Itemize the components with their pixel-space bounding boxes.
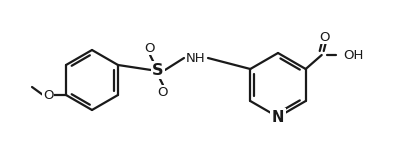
Text: S: S [152, 63, 163, 77]
Text: NH: NH [186, 51, 205, 65]
Text: N: N [271, 109, 284, 124]
Text: O: O [144, 41, 155, 55]
Text: O: O [319, 30, 329, 43]
Text: O: O [43, 89, 53, 101]
Text: OH: OH [343, 49, 363, 61]
Text: O: O [157, 85, 168, 99]
